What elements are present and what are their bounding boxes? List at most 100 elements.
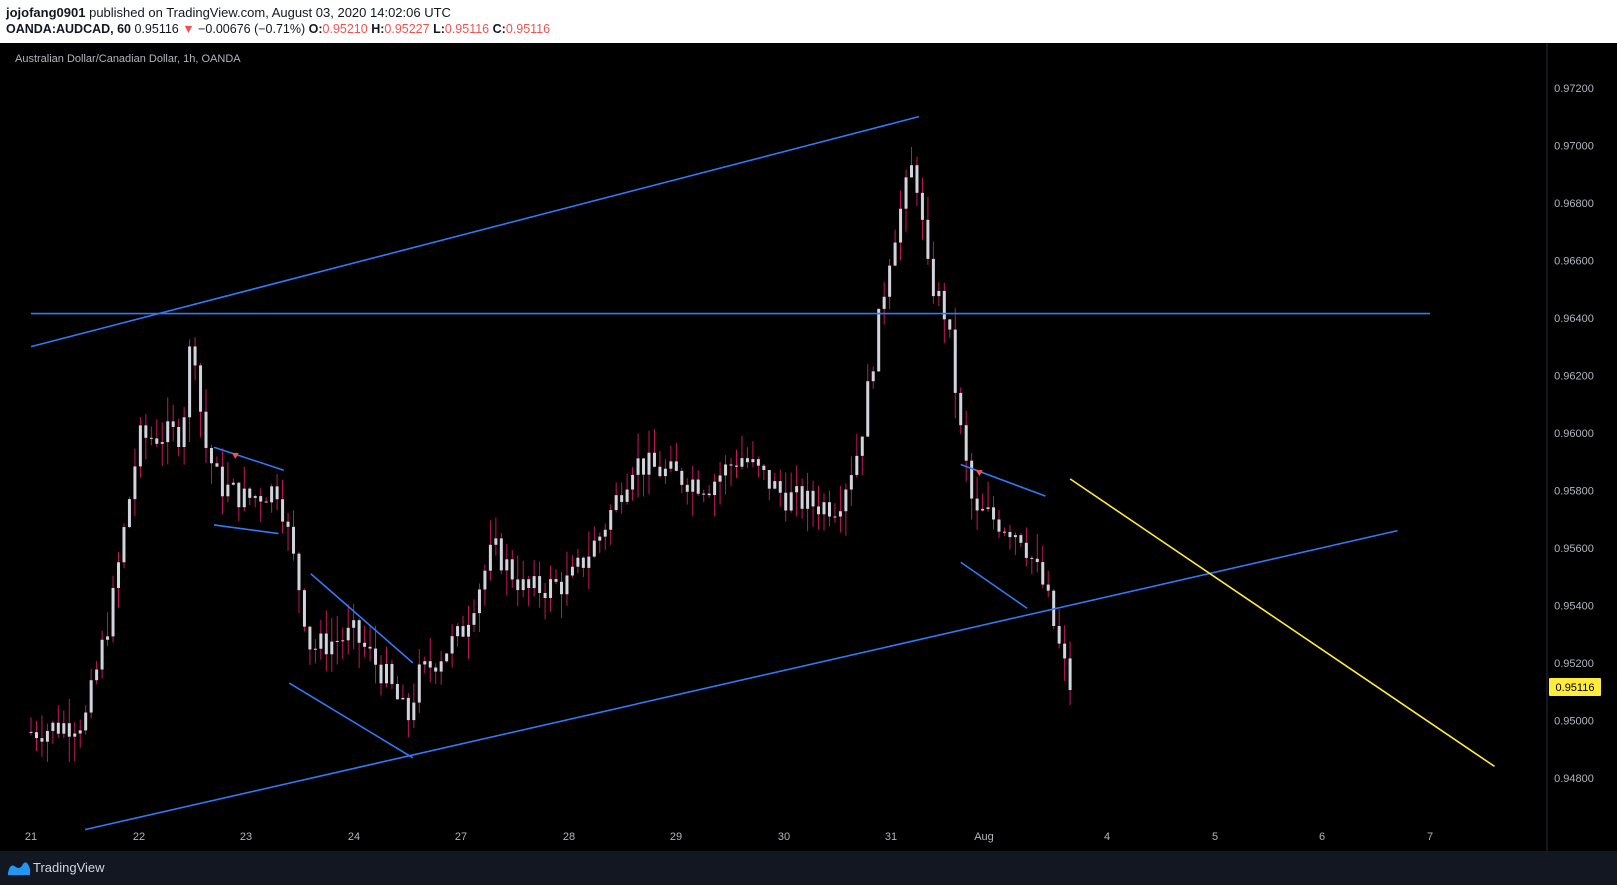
price-tick-label: 0.96800 <box>1554 198 1594 210</box>
candle-body <box>209 447 213 464</box>
candle-body <box>877 308 881 372</box>
candle-body <box>532 576 536 588</box>
candle-body <box>51 722 55 731</box>
candle-body <box>576 557 580 567</box>
candle-body <box>270 486 274 503</box>
candle-body <box>647 452 651 475</box>
price-tick-label: 0.95600 <box>1554 543 1594 555</box>
candle-body <box>472 613 476 625</box>
candle-body <box>384 663 388 684</box>
candle-body <box>691 479 695 492</box>
candle-body <box>970 460 974 499</box>
time-axis[interactable]: 21 22 23 24 27 28 29 30 31 Aug 4 5 6 7 <box>25 831 1433 843</box>
candle-body <box>817 506 821 515</box>
candle-body <box>412 702 416 721</box>
candle-body <box>248 488 252 498</box>
candle-body <box>778 481 782 493</box>
price-axis[interactable]: 0.97200 0.97000 0.96800 0.96600 0.96400 0.962… <box>1554 83 1594 785</box>
candle-body <box>494 538 498 545</box>
candle-body <box>34 732 38 739</box>
candle-body <box>838 511 842 517</box>
candle-body <box>242 488 246 508</box>
trendlines-group[interactable] <box>30 115 1495 831</box>
candle-body <box>521 579 525 591</box>
time-tick-label: 29 <box>670 831 682 843</box>
candle-body <box>237 482 241 508</box>
candle-body <box>745 458 749 463</box>
high-label: H: <box>371 22 385 36</box>
candle-body <box>40 738 44 742</box>
candle-body <box>133 466 137 500</box>
candle-body <box>127 499 131 528</box>
candle-body <box>215 463 219 467</box>
high-value: 0.95227 <box>384 22 430 36</box>
time-tick-label: 7 <box>1427 831 1433 843</box>
time-tick-label: 27 <box>455 831 467 843</box>
candle-body <box>953 329 957 393</box>
candle-body <box>29 731 33 733</box>
publish-info: jojofang0901 published on TradingView.co… <box>6 5 451 20</box>
candle-body <box>149 437 153 439</box>
candle-body <box>663 468 667 477</box>
candle-body <box>756 459 760 466</box>
trendline-lower-channel[interactable] <box>84 529 1398 831</box>
candle-body <box>78 730 82 734</box>
trendline-wedge-top[interactable] <box>310 573 414 664</box>
candle-body <box>390 663 394 684</box>
time-tick-label: 5 <box>1212 831 1218 843</box>
price-change: −0.00676 (−0.71%) <box>198 22 306 36</box>
candle-body <box>357 620 361 643</box>
brand-name[interactable]: TradingView <box>33 860 105 875</box>
candle-body <box>193 346 197 366</box>
candle-body <box>253 496 257 498</box>
time-tick-label: 23 <box>240 831 252 843</box>
trendline-flag-1-bottom[interactable] <box>213 524 279 535</box>
candles-group <box>29 146 1072 762</box>
candle-body <box>893 242 897 266</box>
candle-body <box>461 626 465 637</box>
candle-body <box>685 484 689 492</box>
candle-body <box>423 661 427 665</box>
candle-body <box>95 669 99 681</box>
candle-body <box>538 576 542 593</box>
time-tick-label: 28 <box>563 831 575 843</box>
candle-body <box>570 566 574 576</box>
candle-body <box>543 592 547 598</box>
candle-body <box>67 723 71 737</box>
candle-body <box>926 219 930 259</box>
trendline-projection[interactable] <box>1069 478 1495 768</box>
candle-body <box>1008 531 1012 538</box>
candle-body <box>866 381 870 437</box>
candle-body <box>581 557 585 568</box>
trendline-upper-channel[interactable] <box>30 115 920 348</box>
candle-body <box>281 499 285 522</box>
candle-body <box>324 633 328 655</box>
chart-canvas[interactable]: 0.97200 0.97000 0.96800 0.96600 0.96400 0.962… <box>0 43 1617 851</box>
trendline-flag-1-top[interactable] <box>213 446 285 472</box>
candle-body <box>330 641 334 655</box>
down-arrow-marker-icon <box>975 470 983 477</box>
price-tick-label: 0.95000 <box>1554 715 1594 727</box>
candle-body <box>734 465 738 467</box>
trendline-flag-2-bottom[interactable] <box>960 561 1028 609</box>
tradingview-logo-icon[interactable] <box>7 860 31 876</box>
current-price-label-bg <box>1549 678 1601 697</box>
candle-body <box>363 642 367 647</box>
candlestick-chart[interactable]: 0.97200 0.97000 0.96800 0.96600 0.96400 0.962… <box>0 43 1617 851</box>
candle-body <box>669 461 673 469</box>
candle-body <box>652 452 656 467</box>
candle-body <box>559 581 563 595</box>
candle-body <box>1030 557 1034 559</box>
symbol-label: OANDA:AUDCAD, 60 <box>6 22 132 36</box>
low-label: L: <box>433 22 445 36</box>
trendline-flag-2-top[interactable] <box>960 463 1046 497</box>
candle-body <box>636 458 640 475</box>
trendline-wedge-bottom[interactable] <box>288 682 414 759</box>
price-tick-label: 0.96000 <box>1554 428 1594 440</box>
candle-body <box>855 455 859 476</box>
author-name[interactable]: jojofang0901 <box>6 5 86 20</box>
candle-body <box>368 646 372 649</box>
candle-body <box>1002 531 1006 533</box>
candle-body <box>417 664 421 703</box>
candle-body <box>1041 562 1045 585</box>
